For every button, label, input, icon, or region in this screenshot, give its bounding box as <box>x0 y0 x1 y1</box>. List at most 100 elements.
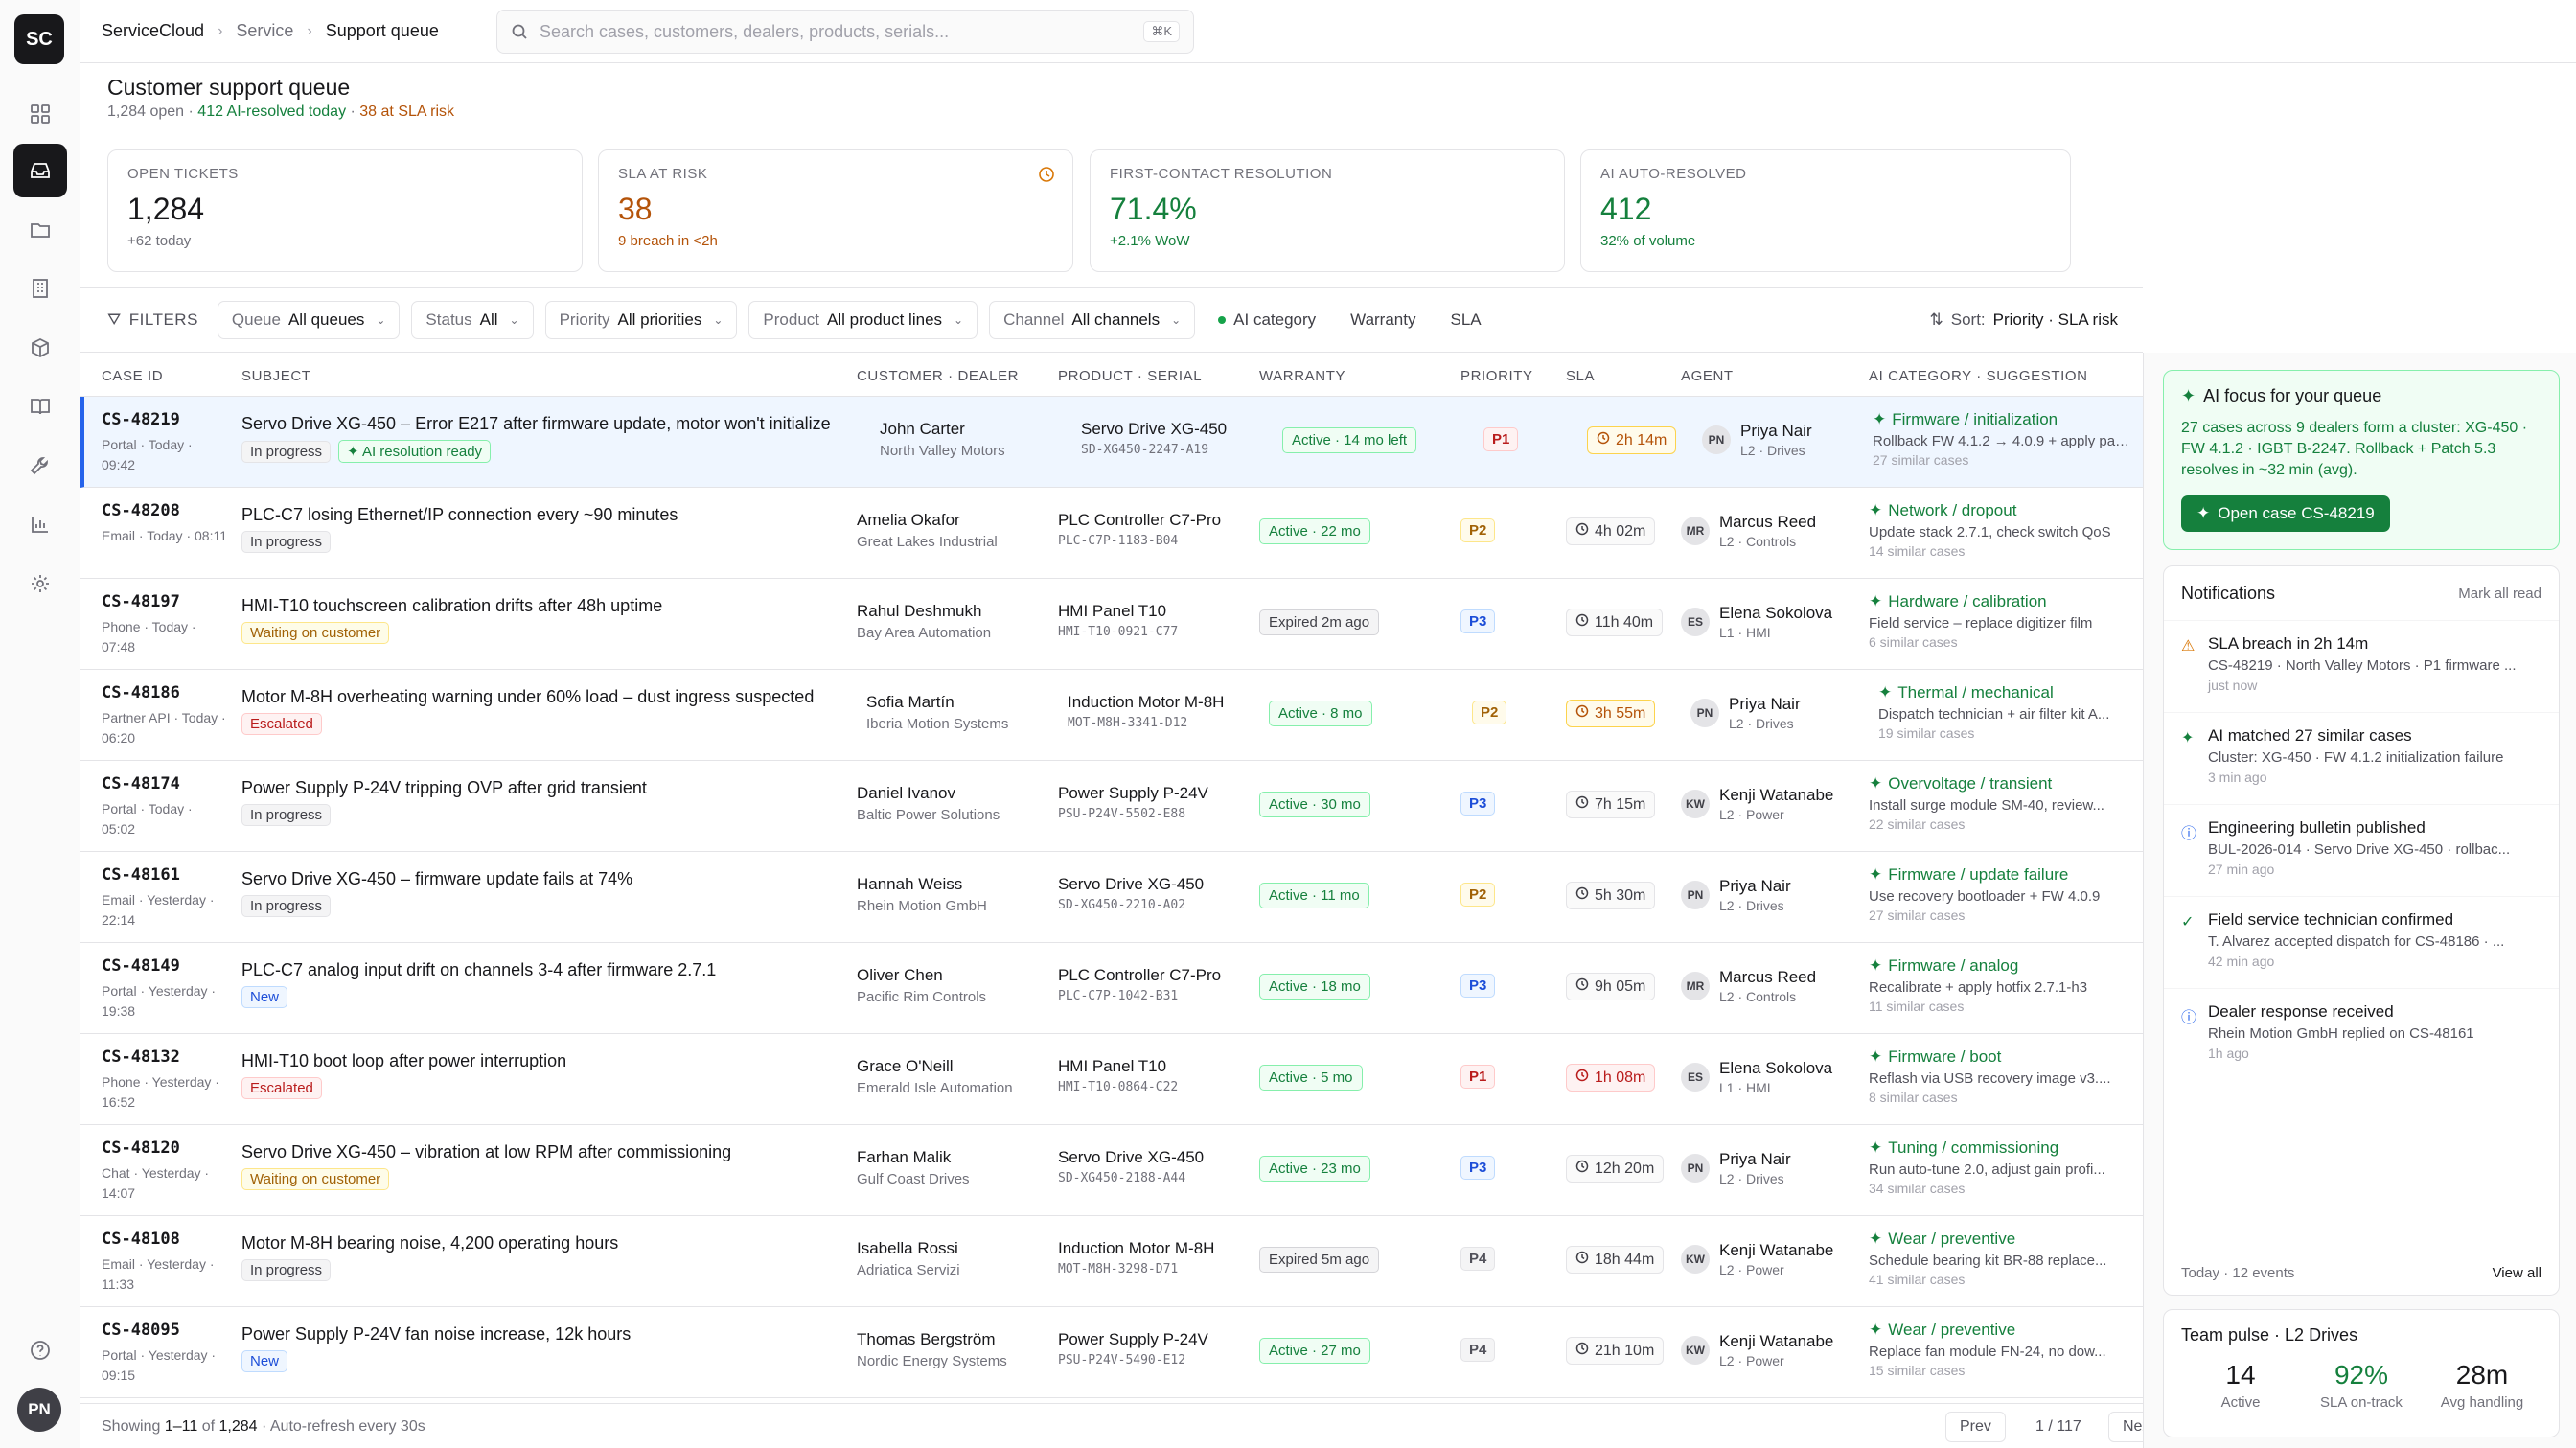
customer-name[interactable]: Thomas Bergström <box>857 1330 996 1348</box>
case-id[interactable]: CS-48161 <box>102 865 180 885</box>
table-row[interactable]: CS-48174 Portal · Today · 05:02 Power Suppl… <box>80 761 2143 852</box>
table-row[interactable]: CS-48120 Chat · Yesterday · 14:07 Servo Dri… <box>80 1125 2143 1216</box>
case-id[interactable]: CS-48174 <box>102 774 180 793</box>
customer-name[interactable]: John Carter <box>880 420 965 438</box>
inbox-icon[interactable] <box>13 144 67 197</box>
view-all-link[interactable]: View all <box>2492 1265 2542 1281</box>
notification-item[interactable]: ⚠ SLA breach in 2h 14m CS-48219 · North Va… <box>2164 620 2559 712</box>
table-row[interactable]: CS-48095 Portal · Yesterday · 09:15 Power S… <box>80 1307 2143 1398</box>
sort-control[interactable]: ⇅ Sort: Priority · SLA risk <box>1929 310 2118 329</box>
case-subject[interactable]: PLC-C7 analog input drift on channels 3-… <box>242 960 717 979</box>
mark-all-read-button[interactable]: Mark all read <box>2458 586 2542 602</box>
status-filter[interactable]: Status All ⌄ <box>411 301 534 339</box>
case-subject[interactable]: Motor M-8H overheating warning under 60%… <box>242 687 815 706</box>
case-subject[interactable]: Power Supply P-24V tripping OVP after gr… <box>242 778 647 797</box>
breadcrumb-app[interactable]: ServiceCloud <box>102 21 205 40</box>
agent-cell[interactable]: PN Priya Nair L2 · Drives <box>1681 1150 1791 1186</box>
table-row[interactable]: CS-48149 Portal · Yesterday · 19:38 PLC-C7 … <box>80 943 2143 1034</box>
ai-category[interactable]: ✦ Firmware / analog <box>1869 956 2019 975</box>
table-row[interactable]: CS-48208 Email · Today · 08:11 PLC-C7 losi… <box>80 488 2143 579</box>
warranty-toggle[interactable]: Warranty <box>1350 310 1416 329</box>
customer-name[interactable]: Sofia Martín <box>866 693 954 711</box>
case-id[interactable]: CS-48186 <box>102 683 180 702</box>
agent-cell[interactable]: MR Marcus Reed L2 · Controls <box>1681 513 1816 549</box>
chart-icon[interactable] <box>13 497 67 551</box>
case-subject[interactable]: Motor M-8H bearing noise, 4,200 operatin… <box>242 1233 619 1253</box>
ai-category[interactable]: ✦ Firmware / initialization <box>1873 410 2058 428</box>
user-avatar[interactable]: PN <box>17 1388 61 1432</box>
case-subject[interactable]: Power Supply P-24V fan noise increase, 1… <box>242 1324 632 1344</box>
wrench-icon[interactable] <box>13 439 67 493</box>
customer-name[interactable]: Grace O'Neill <box>857 1057 954 1075</box>
notification-item[interactable]: ⓘ Dealer response received Rhein Motion Gm… <box>2164 988 2559 1080</box>
dashboard-icon[interactable] <box>13 87 67 141</box>
agent-cell[interactable]: KW Kenji Watanabe L2 · Power <box>1681 1241 1833 1277</box>
queue-filter[interactable]: Queue All queues ⌄ <box>217 301 401 339</box>
customer-name[interactable]: Daniel Ivanov <box>857 784 956 802</box>
case-id[interactable]: CS-48149 <box>102 956 180 976</box>
table-row[interactable]: CS-48132 Phone · Yesterday · 16:52 HMI-T10 … <box>80 1034 2143 1125</box>
search-input[interactable]: Search cases, customers, dealers, produc… <box>496 10 1194 54</box>
case-subject[interactable]: HMI-T10 touchscreen calibration drifts a… <box>242 596 663 615</box>
notification-item[interactable]: ✦ AI matched 27 similar cases Cluster: XG-… <box>2164 712 2559 804</box>
case-id[interactable]: CS-48120 <box>102 1138 180 1158</box>
agent-cell[interactable]: KW Kenji Watanabe L2 · Power <box>1681 786 1833 822</box>
agent-cell[interactable]: PN Priya Nair L2 · Drives <box>1690 695 1801 731</box>
case-id[interactable]: CS-48108 <box>102 1230 180 1249</box>
sla-toggle[interactable]: SLA <box>1450 310 1482 329</box>
case-subject[interactable]: HMI-T10 boot loop after power interrupti… <box>242 1051 567 1070</box>
customer-name[interactable]: Farhan Malik <box>857 1148 952 1166</box>
case-subject[interactable]: PLC-C7 losing Ethernet/IP connection eve… <box>242 505 678 524</box>
table-row[interactable]: CS-48219 Portal · Today · 09:42 Servo Drive… <box>80 397 2143 488</box>
table-row[interactable]: CS-48186 Partner API · Today · 06:20 Motor … <box>80 670 2143 761</box>
building-icon[interactable] <box>13 262 67 315</box>
agent-cell[interactable]: PN Priya Nair L2 · Drives <box>1702 422 1812 458</box>
table-row[interactable]: CS-48197 Phone · Today · 07:48 HMI-T10 touc… <box>80 579 2143 670</box>
ai-category[interactable]: ✦ Wear / preventive <box>1869 1230 2016 1248</box>
ai-category[interactable]: ✦ Firmware / boot <box>1869 1047 2002 1066</box>
ai-category[interactable]: ✦ Network / dropout <box>1869 501 2017 519</box>
customer-name[interactable]: Rahul Deshmukh <box>857 602 982 620</box>
breadcrumb-service[interactable]: Service <box>236 21 294 40</box>
open-case-button[interactable]: ✦ Open case CS-48219 <box>2181 495 2390 532</box>
ai-category-toggle[interactable]: AI category <box>1207 310 1327 330</box>
prev-page-button[interactable]: Prev <box>1945 1412 2006 1442</box>
agent-cell[interactable]: ES Elena Sokolova L1 · HMI <box>1681 1059 1832 1095</box>
ai-category[interactable]: ✦ Wear / preventive <box>1869 1321 2016 1339</box>
case-id[interactable]: CS-48197 <box>102 592 180 611</box>
book-icon[interactable] <box>13 379 67 433</box>
case-subject[interactable]: Servo Drive XG-450 – firmware update fai… <box>242 869 633 888</box>
priority-filter[interactable]: Priority All priorities ⌄ <box>544 301 738 339</box>
ai-category[interactable]: ✦ Tuning / commissioning <box>1869 1138 2059 1157</box>
product-filter[interactable]: Product All product lines ⌄ <box>748 301 978 339</box>
agent-cell[interactable]: MR Marcus Reed L2 · Controls <box>1681 968 1816 1004</box>
case-id[interactable]: CS-48208 <box>102 501 180 520</box>
help-icon[interactable] <box>13 1323 67 1377</box>
case-id[interactable]: CS-48095 <box>102 1321 180 1340</box>
customer-name[interactable]: Amelia Okafor <box>857 511 960 529</box>
notification-item[interactable]: ⓘ Engineering bulletin published BUL-2026-… <box>2164 804 2559 896</box>
ai-category[interactable]: ✦ Overvoltage / transient <box>1869 774 2053 793</box>
case-id[interactable]: CS-48132 <box>102 1047 180 1067</box>
box-icon[interactable] <box>13 321 67 375</box>
notification-item[interactable]: ✓ Field service technician confirmed T. Al… <box>2164 896 2559 988</box>
channel-filter[interactable]: Channel All channels ⌄ <box>989 301 1196 339</box>
case-id[interactable]: CS-48219 <box>102 410 180 429</box>
agent-cell[interactable]: KW Kenji Watanabe L2 · Power <box>1681 1332 1833 1368</box>
customer-name[interactable]: Oliver Chen <box>857 966 943 984</box>
case-subject[interactable]: Servo Drive XG-450 – vibration at low RP… <box>242 1142 732 1161</box>
folder-icon[interactable] <box>13 203 67 257</box>
ai-category[interactable]: ✦ Hardware / calibration <box>1869 592 2047 610</box>
table-row[interactable]: CS-48108 Email · Yesterday · 11:33 Motor M-… <box>80 1216 2143 1307</box>
ai-category[interactable]: ✦ Thermal / mechanical <box>1878 683 2054 701</box>
customer-name[interactable]: Hannah Weiss <box>857 875 963 893</box>
gear-icon[interactable] <box>13 557 67 610</box>
customer-name[interactable]: Isabella Rossi <box>857 1239 958 1257</box>
agent-cell[interactable]: ES Elena Sokolova L1 · HMI <box>1681 604 1832 640</box>
warranty-cell: Expired 5m ago <box>1259 1247 1380 1273</box>
agent-cell[interactable]: PN Priya Nair L2 · Drives <box>1681 877 1791 913</box>
table-row[interactable]: CS-48161 Email · Yesterday · 22:14 Servo Dr… <box>80 852 2143 943</box>
case-meta: Portal · Yesterday · 09:15 <box>102 1347 217 1383</box>
ai-category[interactable]: ✦ Firmware / update failure <box>1869 865 2069 884</box>
case-subject[interactable]: Servo Drive XG-450 – Error E217 after fi… <box>242 414 831 433</box>
